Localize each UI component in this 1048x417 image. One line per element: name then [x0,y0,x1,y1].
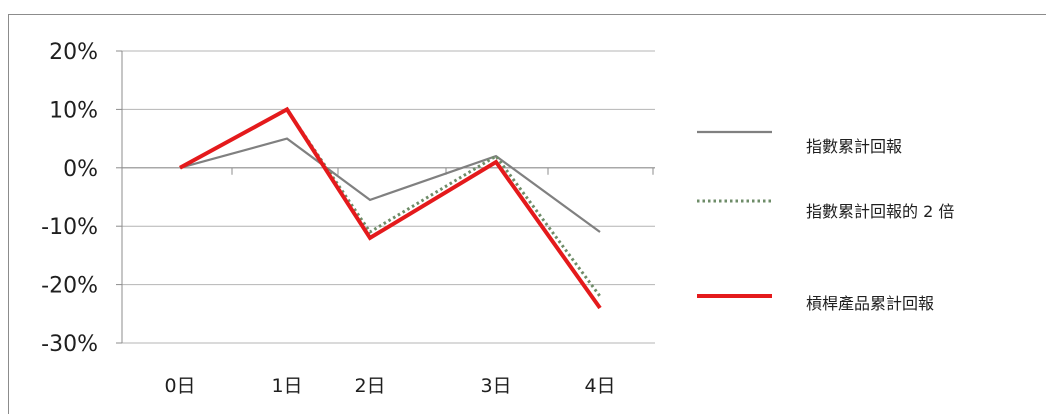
y-tick-labels: 20% 10% 0% -10% -20% -30% [41,40,98,357]
y-tick-label: -30% [41,332,98,357]
series-line [179,137,601,233]
x-tick-label: 4日 [584,375,615,397]
y-tick-label: 0% [63,157,98,182]
series-line [179,106,602,310]
x-tick-labels: 0日 1日 2日 3日 4日 [164,375,615,397]
legend-label: 槓桿產品累計回報 [806,294,934,313]
legend-label: 指數累計回報 [806,137,902,156]
legend-label: 指數累計回報的 2 倍 [806,202,954,221]
x-tick-label: 0日 [164,375,195,397]
y-tick-label: 20% [49,40,98,65]
grid-lines [122,50,655,344]
series-lines [179,106,602,310]
y-tick-label: -10% [41,215,98,240]
series-line [179,107,602,298]
x-tick-label: 3日 [480,375,511,397]
axes [116,50,655,344]
chart-frame [8,14,1046,414]
x-tick-label: 2日 [354,375,385,397]
y-tick-label: -20% [41,274,98,299]
y-tick-label: 10% [49,98,98,123]
x-tick-label: 1日 [271,375,302,397]
